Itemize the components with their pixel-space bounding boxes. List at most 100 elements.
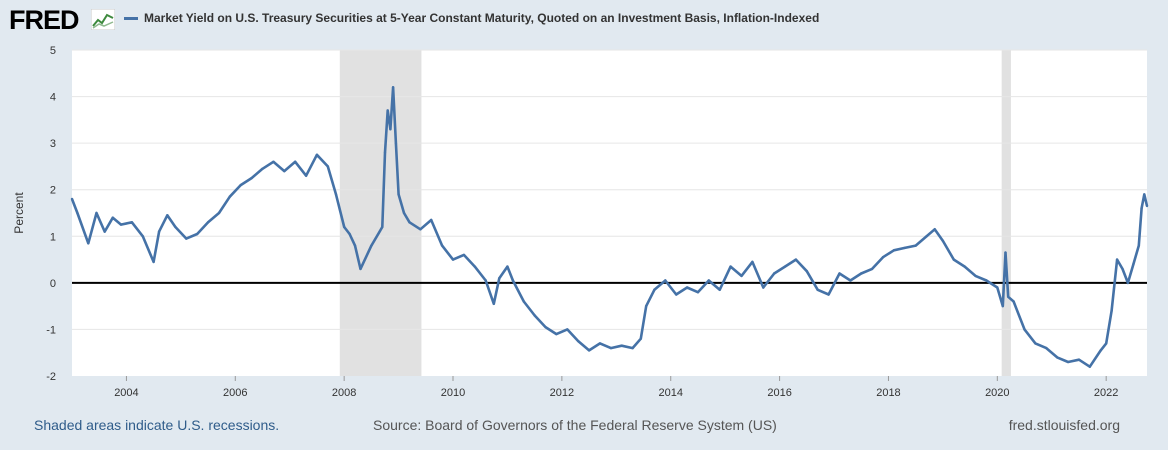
data-point (609, 346, 613, 350)
site-link[interactable]: fred.stlouisfed.org (1008, 417, 1120, 433)
plot-background (72, 50, 1147, 376)
data-point (1034, 342, 1037, 345)
data-point (1001, 304, 1004, 308)
data-point (685, 286, 689, 289)
data-point (185, 237, 188, 240)
data-point (903, 246, 906, 250)
data-point (95, 211, 98, 215)
data-point (152, 260, 155, 264)
data-point (794, 258, 798, 261)
fred-logo[interactable]: FRED (9, 5, 79, 35)
data-point (696, 291, 700, 294)
y-tick-label: 5 (50, 45, 56, 57)
y-tick-label: 1 (50, 231, 56, 243)
data-point (141, 235, 144, 238)
data-point (974, 274, 977, 278)
data-point (1056, 356, 1059, 359)
grid-lines (72, 49, 1147, 330)
recession-band-1 (1001, 50, 1011, 376)
data-point (1007, 295, 1010, 298)
data-point (639, 337, 642, 340)
data-point (1137, 244, 1141, 247)
fred-logo-graph-icon (91, 9, 115, 30)
data-point (451, 258, 455, 261)
data-point (283, 169, 286, 173)
data-point (631, 346, 634, 350)
data-point (892, 249, 896, 252)
data-point (914, 244, 917, 247)
data-point (598, 342, 602, 345)
data-point (166, 214, 169, 217)
data-point (359, 267, 362, 271)
data-point (1143, 193, 1146, 196)
data-point (506, 265, 509, 268)
data-point (985, 279, 988, 282)
data-point (484, 279, 487, 282)
data-point (315, 153, 319, 156)
data-point (196, 232, 199, 236)
data-point (933, 228, 936, 231)
data-point (645, 304, 648, 308)
series-points (70, 86, 1149, 368)
data-point (498, 277, 501, 280)
data-point (1099, 349, 1102, 352)
data-point (881, 256, 885, 259)
data-point (70, 197, 74, 201)
data-point (174, 225, 177, 229)
x-tick-label: 2016 (767, 387, 791, 399)
data-point (1126, 281, 1130, 285)
data-point (533, 314, 536, 317)
data-point (381, 225, 384, 229)
data-point (397, 193, 400, 196)
data-point (462, 253, 466, 257)
y-tick-label: -2 (46, 371, 56, 383)
data-point (402, 211, 406, 215)
data-point (675, 293, 678, 296)
data-point (941, 239, 945, 243)
legend-swatch (124, 17, 138, 20)
data-point (544, 325, 547, 329)
data-point (206, 221, 210, 224)
data-point (707, 279, 710, 282)
data-point (1110, 309, 1113, 312)
data-point (239, 183, 242, 187)
x-tick-label: 2022 (1094, 387, 1118, 399)
data-point (348, 232, 351, 236)
data-point (740, 274, 743, 278)
x-tick-label: 2020 (985, 387, 1009, 399)
data-point (577, 339, 580, 343)
data-point (1105, 342, 1108, 345)
data-point (370, 244, 373, 247)
data-point (1145, 204, 1149, 208)
data-point (228, 195, 231, 198)
data-point (87, 242, 90, 245)
data-point (952, 258, 955, 261)
chart-title: Market Yield on U.S. Treasury Securities… (144, 11, 820, 25)
data-point (827, 293, 830, 296)
data-point (157, 230, 161, 233)
data-point (963, 265, 966, 268)
data-point (250, 176, 253, 180)
data-point (326, 165, 329, 168)
data-point (555, 332, 558, 336)
data-point (343, 225, 346, 229)
data-point (805, 270, 808, 273)
y-tick-label: 3 (50, 138, 56, 150)
data-point (294, 160, 297, 163)
data-point (430, 218, 433, 222)
data-point (664, 279, 667, 282)
x-tick-label: 2010 (441, 387, 465, 399)
data-point (261, 167, 264, 170)
data-point (522, 300, 525, 303)
data-point (620, 344, 623, 347)
data-point (773, 272, 776, 275)
data-point (408, 221, 411, 224)
recession-note[interactable]: Shaded areas indicate U.S. recessions. (34, 417, 280, 433)
y-tick-label: -1 (46, 324, 56, 336)
data-point (1023, 328, 1026, 331)
x-axis-ticks: 2004 2006 2008 2010 2012 2014 2016 2018 2020 2022 (114, 376, 1118, 399)
recession-bands (339, 50, 1011, 376)
data-point (838, 272, 841, 275)
data-point (1088, 365, 1092, 368)
